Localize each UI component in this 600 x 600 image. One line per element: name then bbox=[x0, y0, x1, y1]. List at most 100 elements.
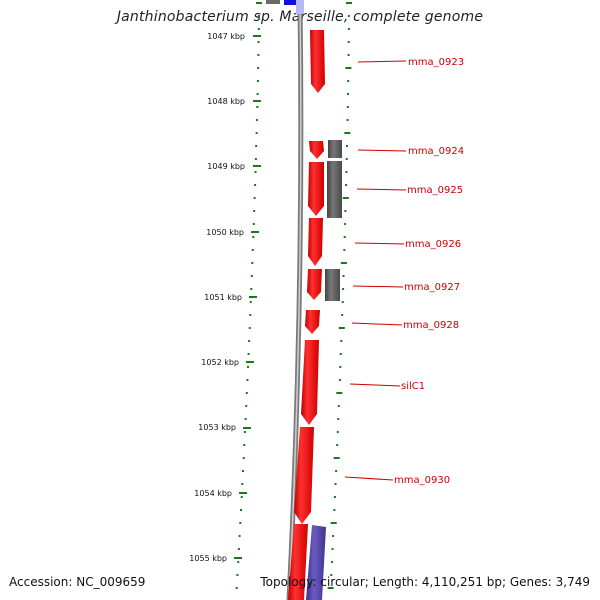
gene-arrow-mma-0924[interactable] bbox=[309, 141, 324, 159]
gene-label[interactable]: mma_0927 bbox=[404, 282, 460, 293]
scale-label: 1049 kbp bbox=[207, 162, 245, 171]
scale-dot bbox=[252, 223, 255, 225]
scale-dot bbox=[330, 522, 337, 524]
leader-lines bbox=[344, 60, 407, 481]
gene-grey-mma-0927[interactable] bbox=[325, 269, 340, 301]
gene-grey-mma-0925[interactable] bbox=[327, 161, 342, 218]
scale-dot bbox=[252, 236, 255, 238]
gene-label[interactable]: mma_0924 bbox=[408, 146, 464, 157]
scale-dot bbox=[344, 223, 347, 225]
scale-dot bbox=[249, 314, 252, 316]
gene-arrow-mma-0930[interactable] bbox=[294, 427, 314, 524]
gene-grey-mma-0924[interactable] bbox=[328, 140, 342, 158]
backbone-inner bbox=[288, 0, 302, 600]
scale-dot bbox=[251, 262, 254, 264]
scale-dot bbox=[241, 483, 244, 485]
scale-dot bbox=[242, 470, 244, 472]
scale-dot bbox=[250, 275, 253, 277]
leader-line bbox=[356, 188, 407, 191]
scale-dot bbox=[340, 340, 343, 342]
scale-dot bbox=[344, 210, 347, 212]
scale-dot bbox=[236, 574, 239, 576]
leader-line bbox=[351, 322, 403, 326]
scale-dot bbox=[257, 54, 260, 56]
scale-dot bbox=[331, 548, 334, 550]
scale-dot bbox=[347, 54, 350, 56]
scale-dot bbox=[342, 197, 349, 199]
gene-arrow-mma-0925[interactable] bbox=[308, 162, 324, 216]
scale-dot bbox=[257, 67, 260, 69]
scale-dot bbox=[239, 522, 242, 524]
scale-dot bbox=[242, 457, 245, 459]
scale-dot bbox=[244, 418, 247, 420]
scale-dot bbox=[247, 353, 250, 355]
scale-dot bbox=[257, 41, 260, 43]
gene-label[interactable]: mma_0930 bbox=[394, 475, 450, 486]
scale-dot bbox=[237, 548, 240, 550]
scale-dot bbox=[342, 275, 345, 277]
gene-arrow-mma-0927[interactable] bbox=[307, 269, 322, 300]
leader-line bbox=[357, 149, 407, 152]
scale-dot bbox=[248, 340, 251, 342]
scale-dot bbox=[251, 249, 254, 251]
gene-arrow-silC1[interactable] bbox=[301, 340, 319, 425]
gene-arrow-mma-0926[interactable] bbox=[308, 218, 323, 266]
scale-dot bbox=[345, 184, 348, 186]
scale-dot bbox=[335, 470, 338, 472]
gene-track bbox=[288, 30, 342, 600]
scale-dot bbox=[336, 431, 339, 433]
scale-label: 1053 kbp bbox=[198, 423, 236, 432]
scale-dot bbox=[256, 2, 262, 4]
scale-dot bbox=[346, 2, 352, 4]
scale-dot bbox=[330, 574, 333, 576]
scale-dot bbox=[341, 301, 344, 303]
scale-dot bbox=[339, 353, 342, 355]
scale-dot bbox=[255, 119, 258, 121]
scale-dot bbox=[257, 15, 260, 17]
scale-label: 1048 kbp bbox=[207, 97, 245, 106]
gene-label[interactable]: mma_0925 bbox=[407, 185, 463, 196]
scale-dot bbox=[337, 418, 340, 420]
gene-label[interactable]: mma_0928 bbox=[403, 320, 459, 331]
scale-dot bbox=[346, 145, 348, 147]
scale-dot bbox=[245, 392, 248, 394]
scale-dot bbox=[247, 366, 249, 368]
scale-dot bbox=[337, 405, 340, 407]
scale-dot bbox=[332, 535, 335, 537]
leader-line bbox=[354, 242, 405, 245]
scale-dot bbox=[343, 249, 346, 251]
scale-dot bbox=[347, 41, 350, 43]
scale-label: 1054 kbp bbox=[194, 489, 232, 498]
scale-dot bbox=[334, 483, 337, 485]
gene-arrow-mma-0923[interactable] bbox=[310, 30, 325, 93]
scale-dot bbox=[333, 496, 336, 498]
scale-dot bbox=[342, 288, 345, 290]
gene-blue-bottom[interactable] bbox=[306, 525, 326, 600]
accession-info: Accession: NC_009659 bbox=[9, 575, 146, 589]
scale-dot bbox=[338, 327, 345, 329]
scale-dot bbox=[243, 444, 246, 446]
scale-ticks bbox=[234, 35, 261, 559]
scale-label: 1050 kbp bbox=[206, 228, 244, 237]
scale-dot bbox=[257, 28, 260, 30]
scale-dot bbox=[250, 288, 253, 290]
gene-arrow-mma-0928[interactable] bbox=[305, 310, 320, 334]
scale-dot bbox=[256, 106, 259, 108]
gene-label[interactable]: mma_0923 bbox=[408, 57, 464, 68]
scale-dot bbox=[345, 171, 348, 173]
scale-label: 1052 kbp bbox=[201, 358, 239, 367]
scale-dot bbox=[240, 509, 242, 511]
scale-dot bbox=[255, 145, 258, 147]
scale-label: 1047 kbp bbox=[207, 32, 245, 41]
gene-label[interactable]: silC1 bbox=[401, 381, 425, 392]
scale-dot bbox=[345, 67, 352, 69]
scale-label: 1051 kbp bbox=[204, 293, 242, 302]
scale-dot bbox=[253, 197, 256, 199]
scale-dot bbox=[336, 444, 339, 446]
scale-dot bbox=[248, 327, 251, 329]
scale-dot bbox=[256, 93, 259, 95]
gene-label[interactable]: mma_0926 bbox=[405, 239, 461, 250]
scale-dot bbox=[254, 158, 257, 160]
gene-arrow-bottom[interactable] bbox=[288, 524, 308, 600]
